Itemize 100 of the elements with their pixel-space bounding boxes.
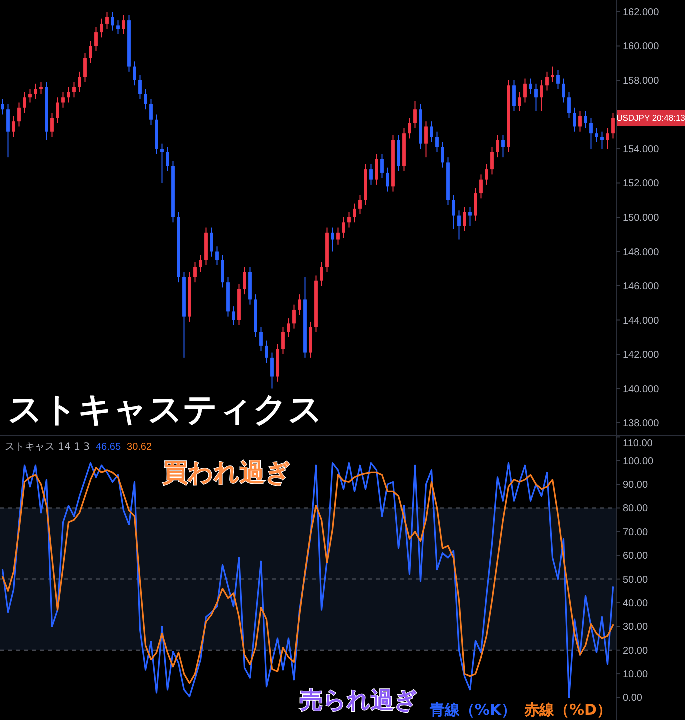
candlestick bbox=[386, 167, 390, 192]
candlestick bbox=[556, 70, 560, 90]
candlestick bbox=[612, 112, 615, 140]
candlestick bbox=[551, 66, 554, 83]
candlestick bbox=[584, 110, 588, 129]
candlestick bbox=[336, 227, 340, 246]
candlestick bbox=[490, 146, 494, 176]
candlestick bbox=[287, 318, 290, 338]
candlestick bbox=[282, 326, 285, 356]
y-tick-label: 110.00 bbox=[623, 438, 654, 450]
price-label: USDJPY 20:48:13 bbox=[616, 110, 685, 126]
y-tick-label: 100.00 bbox=[623, 456, 654, 468]
candlestick bbox=[463, 206, 466, 232]
candlestick bbox=[348, 212, 351, 228]
candlestick bbox=[67, 86, 70, 104]
candlestick bbox=[380, 154, 384, 179]
candlestick bbox=[216, 246, 219, 266]
y-tick-label: 148.000 bbox=[623, 247, 660, 258]
candlestick bbox=[232, 306, 236, 326]
candlestick bbox=[89, 40, 92, 64]
y-tick-label: 20.00 bbox=[623, 646, 648, 657]
candlestick bbox=[512, 80, 516, 112]
candlestick bbox=[568, 92, 571, 119]
candlestick bbox=[546, 71, 549, 92]
candlestick bbox=[375, 154, 378, 186]
y-tick-label: 30.00 bbox=[623, 622, 648, 634]
candlestick bbox=[210, 227, 214, 258]
candlestick bbox=[194, 262, 197, 284]
legend: 青線（%K） 赤線（%D） bbox=[430, 701, 612, 719]
y-tick-label: 142.000 bbox=[623, 350, 660, 362]
candlestick bbox=[18, 102, 21, 128]
candlestick bbox=[480, 174, 483, 200]
candlestick bbox=[353, 203, 356, 224]
candlestick bbox=[595, 128, 598, 143]
candlestick bbox=[270, 352, 274, 390]
candlestick bbox=[408, 118, 412, 140]
candlestick bbox=[260, 326, 263, 352]
candlestick bbox=[331, 227, 334, 252]
y-tick-label: 162.000 bbox=[623, 7, 660, 18]
candlestick bbox=[292, 304, 296, 330]
candlestick bbox=[606, 128, 610, 150]
y-tick-label: 40.00 bbox=[623, 598, 648, 610]
candlestick bbox=[468, 206, 472, 227]
text: ストキャス 14 1 3 bbox=[5, 442, 90, 453]
candlestick bbox=[534, 83, 538, 112]
candlestick bbox=[524, 78, 527, 104]
candlestick bbox=[298, 294, 302, 316]
candlestick bbox=[474, 188, 478, 222]
candlestick bbox=[84, 52, 87, 83]
y-tick-label: 154.000 bbox=[623, 144, 660, 156]
candlestick bbox=[150, 98, 153, 126]
candlestick bbox=[94, 26, 98, 52]
y-tick-label: 90.00 bbox=[623, 480, 648, 492]
candlestick bbox=[28, 88, 32, 104]
y-tick-label: 160.000 bbox=[623, 42, 660, 53]
y-tick-label: 138.000 bbox=[623, 418, 660, 430]
candlestick bbox=[34, 83, 38, 100]
candlestick bbox=[133, 61, 136, 86]
candlestick bbox=[358, 194, 362, 215]
annotation: 売られ過ぎ bbox=[300, 688, 418, 714]
candlestick bbox=[265, 340, 268, 364]
candlestick bbox=[342, 217, 346, 239]
candlestick bbox=[529, 78, 532, 95]
y-tick-label: 146.000 bbox=[623, 282, 660, 293]
candlestick bbox=[320, 262, 324, 287]
candlestick bbox=[138, 74, 142, 100]
candlestick bbox=[436, 131, 439, 153]
candlestick bbox=[50, 112, 54, 138]
candlestick bbox=[160, 143, 164, 184]
candlestick bbox=[518, 92, 522, 112]
y-tick-label: 50.00 bbox=[623, 574, 648, 586]
candlestick bbox=[116, 20, 120, 35]
candlestick bbox=[62, 92, 65, 108]
y-tick-label: 80.00 bbox=[623, 504, 648, 515]
candlestick bbox=[424, 121, 428, 158]
candlestick bbox=[12, 116, 16, 138]
y-tick-label: 70.00 bbox=[623, 527, 648, 538]
candlestick bbox=[221, 254, 224, 288]
candlestick bbox=[458, 210, 461, 240]
candlestick bbox=[199, 254, 202, 273]
candlestick bbox=[540, 80, 544, 112]
candlestick bbox=[40, 82, 43, 95]
y-tick-label: 158.000 bbox=[623, 76, 660, 87]
candlestick bbox=[106, 11, 109, 30]
annotation: 買われ過ぎ bbox=[162, 458, 291, 487]
candlestick bbox=[100, 18, 104, 38]
candlestick bbox=[370, 164, 373, 186]
candlestick bbox=[243, 266, 246, 296]
candlestick bbox=[590, 118, 593, 150]
candlestick bbox=[496, 134, 500, 158]
candlestick bbox=[573, 107, 576, 132]
annotation: 30.62 bbox=[127, 442, 152, 453]
candlestick bbox=[78, 71, 82, 93]
candlestick bbox=[430, 121, 434, 143]
candlestick bbox=[502, 134, 505, 158]
y-tick-label: 60.00 bbox=[623, 551, 648, 562]
y-tick-label: 152.000 bbox=[623, 178, 660, 190]
candlestick bbox=[578, 110, 582, 132]
y-tick-label: 0.00 bbox=[623, 693, 643, 704]
candlestick bbox=[1, 98, 4, 116]
